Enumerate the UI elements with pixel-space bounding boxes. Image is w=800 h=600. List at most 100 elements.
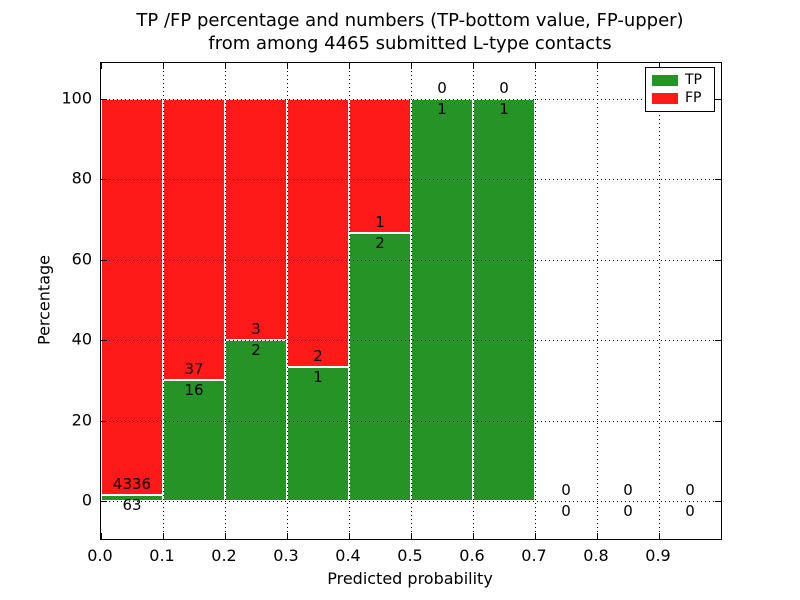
- x-tick-mark: [163, 533, 164, 539]
- y-tick-mark-right: [715, 421, 721, 422]
- x-axis-label: Predicted probability: [327, 569, 493, 588]
- y-tick-mark-right: [715, 179, 721, 180]
- y-tick-mark-right: [715, 501, 721, 502]
- y-tick-label: 20: [71, 410, 92, 430]
- tp-count-label: 1: [313, 368, 323, 386]
- legend-label-fp: FP: [685, 90, 702, 106]
- x-tick-mark-top: [349, 63, 350, 69]
- x-tick-mark-top: [473, 63, 474, 69]
- x-tick-label: 0.8: [583, 546, 609, 565]
- y-tick-mark-right: [715, 260, 721, 261]
- gridline-vertical: [659, 63, 660, 539]
- y-tick-label: 60: [71, 249, 92, 269]
- x-tick-mark-top: [101, 63, 102, 69]
- y-tick-mark: [101, 260, 107, 261]
- x-tick-mark-top: [535, 63, 536, 69]
- tp-count-label: 2: [251, 341, 261, 360]
- gridline-vertical: [163, 63, 164, 539]
- tp-count-label: 0: [685, 502, 695, 520]
- y-tick-mark: [101, 340, 107, 341]
- gridline-vertical: [473, 63, 474, 539]
- x-tick-label: 0.0: [87, 546, 113, 565]
- tp-color-swatch: [652, 75, 678, 86]
- bar-segment-tp: [287, 367, 349, 501]
- bar-segment-fp: [287, 99, 349, 367]
- gridline-vertical: [411, 63, 412, 539]
- y-tick-label: 100: [61, 88, 92, 108]
- fp-count-label: 0: [685, 481, 695, 499]
- tp-count-label: 0: [561, 502, 571, 520]
- y-tick-mark: [101, 421, 107, 422]
- x-tick-mark: [225, 533, 226, 539]
- fp-count-label: 3: [251, 320, 261, 339]
- legend: TP FP: [645, 67, 715, 112]
- y-tick-mark-right: [715, 99, 721, 100]
- x-tick-mark-top: [163, 63, 164, 69]
- x-tick-label: 0.5: [397, 546, 423, 565]
- gridline-vertical: [225, 63, 226, 539]
- plot-area: 4336 63 37 16 3 2 2 1 1 2 0 1 0 1 0 0 0 0 0 0: [100, 62, 722, 540]
- x-tick-label: 0.7: [521, 546, 547, 565]
- bar-segment-tp: [163, 379, 225, 501]
- fp-count-label: 1: [375, 213, 385, 231]
- x-tick-mark-top: [287, 63, 288, 69]
- tp-count-label: 2: [375, 234, 385, 252]
- x-tick-mark: [101, 533, 102, 539]
- x-tick-label: 0.6: [459, 546, 485, 565]
- x-tick-mark: [597, 533, 598, 539]
- bar-segment-tp: [101, 495, 163, 501]
- x-tick-label: 0.2: [211, 546, 237, 565]
- gridline-vertical: [597, 63, 598, 539]
- x-tick-mark-top: [411, 63, 412, 69]
- x-tick-mark: [535, 533, 536, 539]
- x-tick-mark-top: [225, 63, 226, 69]
- tp-count-label: 1: [499, 100, 509, 118]
- legend-label-tp: TP: [685, 72, 702, 88]
- x-tick-mark: [411, 533, 412, 539]
- y-tick-label: 40: [71, 329, 92, 349]
- bar-segment-tp: [349, 233, 411, 501]
- chart-title: TP /FP percentage and numbers (TP-bottom…: [100, 9, 720, 55]
- legend-item-fp: FP: [652, 91, 708, 106]
- bar-segment-fp: [163, 99, 225, 380]
- tp-count-label: 1: [437, 100, 447, 118]
- x-tick-label: 0.9: [645, 546, 671, 565]
- x-tick-label: 0.3: [273, 546, 299, 565]
- bar-segment-fp: [101, 99, 163, 496]
- fp-color-swatch: [652, 93, 678, 104]
- x-tick-label: 0.4: [335, 546, 361, 565]
- x-tick-mark-top: [597, 63, 598, 69]
- bar-segment-fp: [225, 99, 287, 341]
- chart-title-line2: from among 4465 submitted L-type contact…: [208, 33, 612, 54]
- y-tick-mark: [101, 501, 107, 502]
- y-tick-mark-right: [715, 340, 721, 341]
- fp-count-label: 37: [184, 359, 204, 378]
- y-tick-mark: [101, 99, 107, 100]
- x-tick-mark: [473, 533, 474, 539]
- x-tick-mark: [659, 533, 660, 539]
- gridline-vertical: [287, 63, 288, 539]
- tp-count-label: 16: [184, 380, 204, 399]
- fp-count-label: 0: [561, 481, 571, 499]
- bar-segment-tp: [411, 99, 473, 501]
- gridline-vertical: [349, 63, 350, 539]
- y-tick-label: 0: [81, 490, 92, 510]
- x-tick-mark: [349, 533, 350, 539]
- x-tick-mark-top: [659, 63, 660, 69]
- fp-count-label: 0: [437, 79, 447, 97]
- x-tick-label: 0.1: [149, 546, 175, 565]
- chart-title-line1: TP /FP percentage and numbers (TP-bottom…: [136, 10, 684, 31]
- y-tick-label: 80: [71, 168, 92, 188]
- fp-count-label: 0: [499, 79, 509, 97]
- fp-count-label: 2: [313, 347, 323, 365]
- y-tick-mark: [101, 179, 107, 180]
- x-tick-mark: [287, 533, 288, 539]
- bar-segment-tp: [473, 99, 535, 501]
- gridline-vertical: [535, 63, 536, 539]
- fp-count-label: 0: [623, 481, 633, 499]
- tp-count-label: 0: [623, 502, 633, 520]
- legend-item-tp: TP: [652, 73, 708, 88]
- tp-count-label: 63: [122, 496, 142, 515]
- fp-count-label: 4336: [112, 475, 152, 494]
